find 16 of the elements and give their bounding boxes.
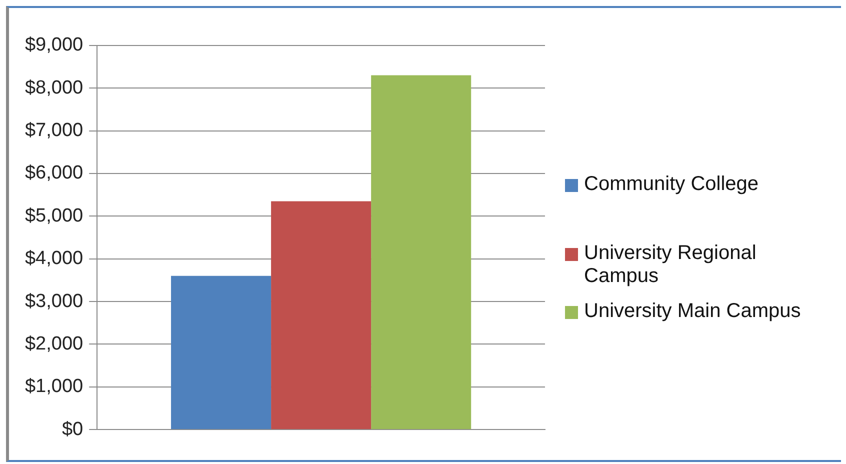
bar [271, 201, 372, 430]
y-tick-label: $1,000 [24, 376, 84, 398]
y-tick-label: $3,000 [24, 290, 84, 312]
y-tick-label: $6,000 [24, 162, 84, 184]
y-tick-label: $0 [62, 418, 84, 440]
y-tick-label: $9,000 [24, 34, 84, 56]
y-tick-label: $5,000 [24, 205, 84, 226]
bar [371, 75, 472, 430]
legend-label: University Regional Campus [584, 242, 758, 288]
bar [171, 276, 272, 430]
legend-label: Community College [584, 173, 759, 196]
y-tick-label: $7,000 [24, 120, 84, 142]
y-tick-label: $4,000 [24, 248, 84, 270]
legend-label: University Main Campus [584, 300, 801, 323]
y-tick-label: $2,000 [24, 333, 84, 354]
y-tick-label: $8,000 [24, 77, 84, 98]
